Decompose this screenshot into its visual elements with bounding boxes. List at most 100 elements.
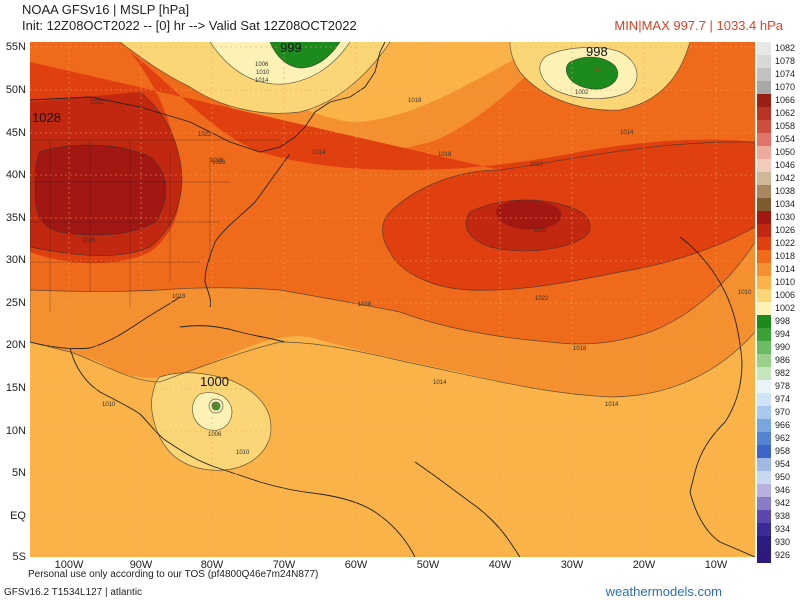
colorbar-label: 1002 (775, 302, 796, 313)
lon-label: 50W (416, 559, 440, 571)
isobar-label: 1022 (535, 296, 549, 302)
lon-label: 10W (704, 559, 728, 571)
colorbar-label: 1010 (775, 276, 796, 287)
zone-998-ne (566, 57, 618, 90)
isobar-label: 1010 (738, 290, 752, 296)
colorbar-swatch (757, 432, 771, 446)
isobar-label: 1010 (102, 402, 116, 408)
colorbar-swatch (757, 302, 771, 316)
colorbar-label: 926 (775, 549, 791, 560)
colorbar-swatch (757, 471, 771, 485)
colorbar-label: 1054 (775, 133, 796, 144)
colorbar-label: 982 (775, 367, 791, 378)
isobar-label: 1018 (358, 302, 372, 308)
colorbar-label: 1034 (775, 198, 796, 209)
colorbar-swatch (757, 328, 771, 342)
colorbar-swatch (757, 315, 771, 329)
map-svg: 1018 1014 1018 1022 1026 1018 1022 1018 … (30, 42, 755, 557)
isobar-label: 1010 (236, 450, 250, 456)
isobar-label: 1018 (172, 294, 186, 300)
colorbar-label: 930 (775, 536, 791, 547)
lat-label: 5N (11, 467, 26, 479)
isobar-label: 1006 (255, 62, 269, 68)
isobar-label: 1026 (210, 158, 224, 164)
lat-label: 20N (5, 339, 26, 351)
colorbar-label: 994 (775, 328, 791, 339)
lon-label: 90W (129, 559, 153, 571)
lat-label: 50N (5, 84, 26, 96)
colorbar-swatch (757, 55, 771, 69)
colorbar-label: 954 (775, 458, 791, 469)
isobar-label: 1014 (255, 78, 269, 84)
colorbar-label: 1062 (775, 107, 796, 118)
lon-label: 30W (560, 559, 584, 571)
lat-label: 55N (5, 41, 26, 53)
graticule (30, 42, 755, 557)
colorbar-swatch (757, 159, 771, 173)
colorbar-swatch (757, 263, 771, 277)
colorbar-label: 1030 (775, 211, 796, 222)
lat-label: 10N (5, 425, 26, 437)
lat-label: 25N (5, 297, 26, 309)
colorbar-swatch (757, 393, 771, 407)
pressure-map: 1018 1014 1018 1022 1026 1018 1022 1018 … (30, 42, 755, 557)
isobar-label: 1026 (82, 238, 96, 244)
colorbar-label: 938 (775, 510, 791, 521)
lat-label: 45N (5, 127, 26, 139)
zone-998-north (270, 42, 340, 68)
colorbar-label: 1046 (775, 159, 796, 170)
isobar-label: 1002 (575, 90, 589, 96)
isobar-label: 1014 (605, 402, 619, 408)
pressure-colorbar (757, 42, 771, 563)
lon-label: 40W (488, 559, 512, 571)
colorbar-label: 946 (775, 484, 791, 495)
pressure-center-label: 998 (586, 44, 608, 59)
colorbar-swatch (757, 380, 771, 394)
colorbar-label: 974 (775, 393, 791, 404)
zone-1000-carib (212, 402, 220, 410)
colorbar-swatch (757, 120, 771, 134)
isobar-label: 1022 (530, 162, 544, 168)
state-borders (30, 139, 280, 312)
colorbar-label: 958 (775, 445, 791, 456)
colorbar-swatch (757, 146, 771, 160)
isobar-label: 1006 (208, 432, 222, 438)
isobar-label: 1014 (620, 130, 634, 136)
isobar-label: 1018 (438, 152, 452, 158)
colorbar-label: 1022 (775, 237, 796, 248)
colorbar-label: 1066 (775, 94, 796, 105)
colorbar-swatch (757, 237, 771, 251)
colorbar-swatch (757, 289, 771, 303)
colorbar-swatch (757, 68, 771, 82)
lat-label: 15N (5, 382, 26, 394)
colorbar-label: 1058 (775, 120, 796, 131)
isobar-label: 1010 (256, 70, 270, 76)
colorbar-label: 990 (775, 341, 791, 352)
coastlines (30, 42, 755, 557)
pressure-center-label: 1000 (200, 374, 229, 389)
chart-title: NOAA GFSv16 | MSLP [hPa] (22, 2, 190, 17)
colorbar-swatch (757, 406, 771, 420)
colorbar-swatch (757, 367, 771, 381)
colorbar-label: 986 (775, 354, 791, 365)
lat-label: 5S (12, 551, 26, 563)
brand-link[interactable]: weathermodels.com (605, 584, 722, 599)
model-info: GFSv16.2 T1534L127 | atlantic (4, 587, 143, 598)
colorbar-swatch (757, 185, 771, 199)
colorbar-swatch (757, 497, 771, 511)
colorbar-swatch (757, 133, 771, 147)
lon-label: 20W (632, 559, 656, 571)
isobar-label: 1014 (312, 150, 326, 156)
isobar-label: 1018 (408, 98, 422, 104)
colorbar-label: 1006 (775, 289, 796, 300)
isobar-labels: 1018 1014 1018 1022 1026 1018 1022 1018 … (82, 62, 752, 456)
colorbar-label: 1018 (775, 250, 796, 261)
colorbar-swatch (757, 250, 771, 264)
colorbar-swatch (757, 510, 771, 524)
colorbar-swatch (757, 523, 771, 537)
isobar-label: 1022 (90, 100, 104, 106)
lon-label: 70W (272, 559, 296, 571)
terms-of-use-note: Personal use only according to our TOS (… (28, 569, 319, 580)
isobar-label: 1026 (212, 160, 226, 166)
colorbar-swatch (757, 536, 771, 550)
